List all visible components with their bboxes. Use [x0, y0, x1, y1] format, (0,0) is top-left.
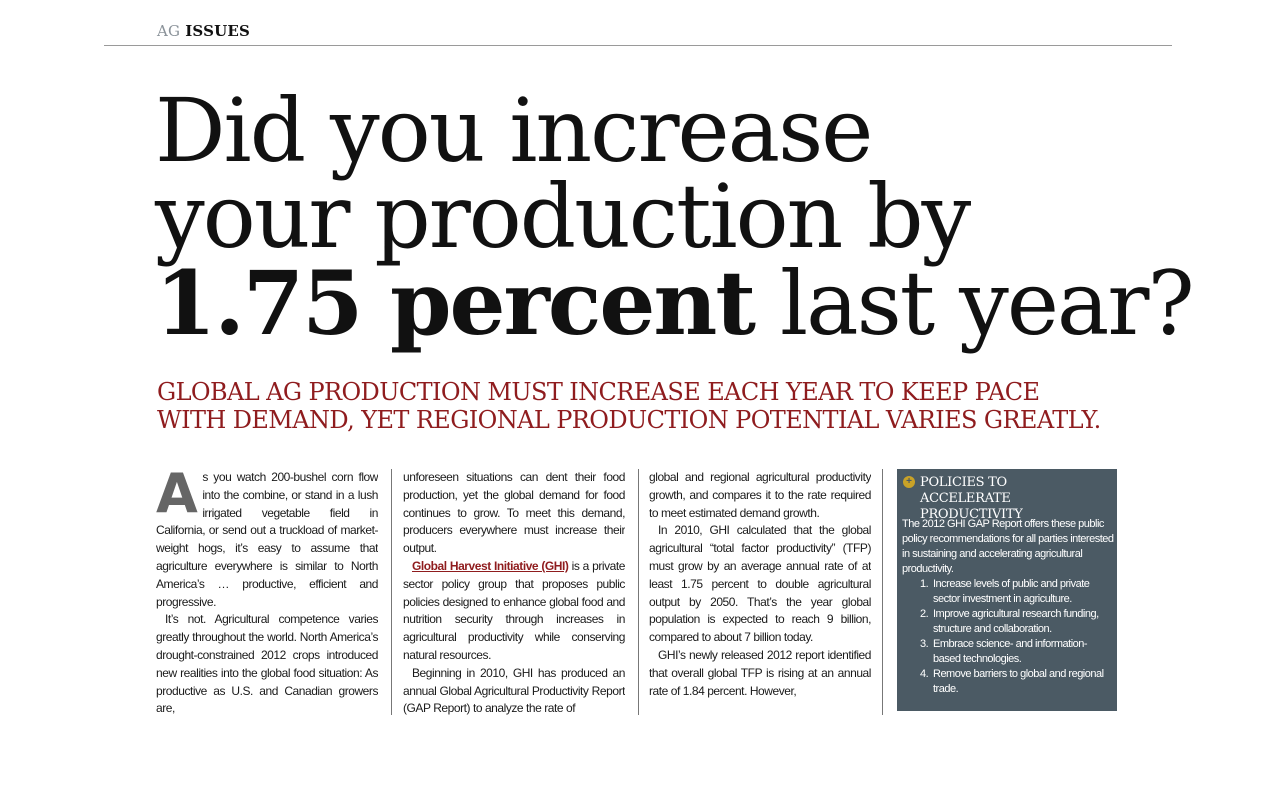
- deck-line-1: Global ag production must increase each …: [157, 378, 1040, 406]
- article-column-3: global and regional agricultural product…: [649, 469, 871, 715]
- article-paragraph: Global Harvest Initiative (GHI) is a pri…: [403, 558, 625, 665]
- list-item-text: Remove barriers to global and regional t…: [933, 668, 1104, 695]
- column-divider: [638, 469, 639, 715]
- headline-line-3-rest: last year?: [754, 252, 1195, 355]
- article-paragraph-text: s you watch 200-bushel corn flow into th…: [156, 470, 378, 609]
- recommendations-list: 1. Increase levels of public and private …: [902, 577, 1114, 697]
- list-item: 1. Increase levels of public and private …: [902, 577, 1114, 607]
- column-divider: [391, 469, 392, 715]
- article-paragraph: GHI’s newly released 2012 report identif…: [649, 647, 871, 698]
- policies-sidebar: + Policies to accelerate productivity Th…: [897, 469, 1117, 711]
- list-item: 4. Remove barriers to global and regional…: [902, 667, 1114, 697]
- column-divider: [882, 469, 883, 715]
- sidebar-title: Policies to accelerate productivity: [920, 475, 1113, 523]
- article-column-2: unforeseen situations can dent their foo…: [403, 469, 625, 715]
- section-tag: AG ISSUES: [157, 22, 250, 40]
- top-rule-divider: [104, 45, 1172, 46]
- sidebar-header: + Policies to accelerate productivity: [903, 475, 1113, 523]
- list-item: 2. Improve agricultural research funding,…: [902, 607, 1114, 637]
- list-item-text: Embrace science- and information-based t…: [933, 638, 1088, 665]
- section-tag-bold: ISSUES: [185, 22, 251, 40]
- article-paragraph: unforeseen situations can dent their foo…: [403, 470, 625, 556]
- list-item-number: 1.: [920, 578, 929, 590]
- sidebar-title-line-1: Policies to: [920, 475, 1007, 490]
- headline-line-1: Did you increase: [155, 79, 873, 182]
- article-paragraph: It’s not. Agricultural competence varies…: [156, 612, 378, 715]
- list-item-text: Improve agricultural research funding, s…: [933, 608, 1099, 635]
- headline-line-2: your production by: [155, 165, 971, 268]
- list-item-number: 2.: [920, 608, 929, 620]
- article-paragraph-text: is a private sector policy group that pr…: [403, 558, 625, 662]
- ghi-link[interactable]: Global Harvest Initiative (GHI): [412, 558, 569, 573]
- sidebar-title-line-2: accelerate productivity: [920, 491, 1023, 522]
- article-paragraph: In 2010, GHI calculated that the global …: [649, 523, 871, 645]
- sidebar-intro: The 2012 GHI GAP Report offers these pub…: [902, 518, 1114, 575]
- headline-emphasis: 1.75 percent: [155, 251, 756, 355]
- article-paragraph: global and regional agricultural product…: [649, 470, 871, 520]
- list-item-number: 3.: [920, 638, 929, 650]
- article-paragraph: Beginning in 2010, GHI has produced an a…: [403, 665, 625, 715]
- deck-line-2: with demand, yet regional production pot…: [157, 406, 1101, 434]
- drop-cap: A: [156, 469, 198, 525]
- list-item-text: Increase levels of public and private se…: [933, 578, 1090, 605]
- headline: Did you increase your production by 1.75…: [155, 79, 1195, 348]
- list-item-number: 4.: [920, 668, 929, 680]
- plus-circle-icon: +: [903, 476, 915, 488]
- list-item: 3. Embrace science- and information-based…: [902, 637, 1114, 667]
- headline-line-3: 1.75 percent last year?: [155, 259, 1195, 348]
- deck-subtitle: Global ag production must increase each …: [157, 378, 1101, 434]
- section-tag-light: AG: [157, 22, 181, 40]
